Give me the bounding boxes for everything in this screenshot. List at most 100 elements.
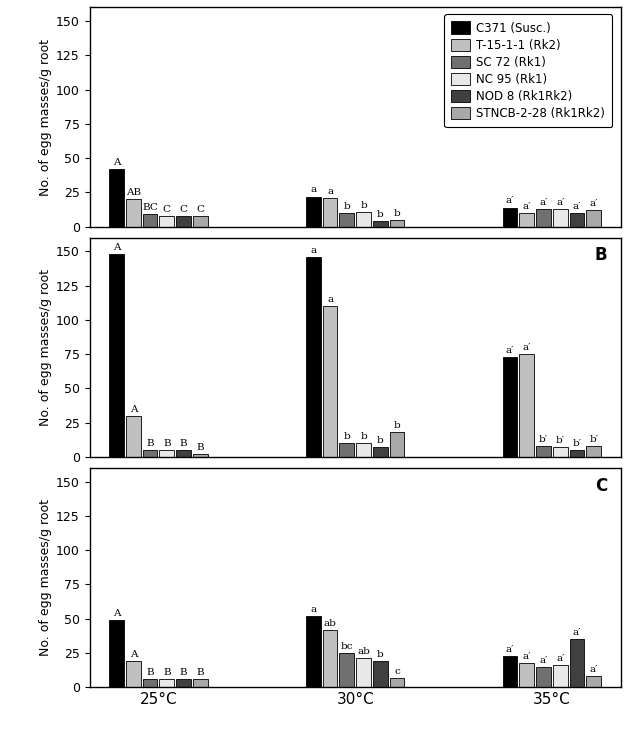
Text: ab: ab [324, 619, 337, 627]
Y-axis label: No. of egg masses/g root: No. of egg masses/g root [39, 499, 52, 656]
Bar [193, 679, 207, 687]
Text: b′: b′ [556, 436, 565, 446]
Bar [109, 169, 124, 227]
Bar [570, 639, 584, 687]
Text: a′: a′ [506, 644, 515, 654]
Bar [143, 450, 157, 457]
Bar [126, 661, 141, 687]
Text: C: C [180, 205, 188, 214]
Bar [126, 416, 141, 457]
Text: a′: a′ [540, 198, 548, 207]
Bar [193, 454, 207, 457]
Bar [503, 357, 518, 457]
Bar [306, 616, 321, 687]
Text: a: a [310, 185, 316, 194]
Bar [373, 447, 388, 457]
Bar [339, 443, 354, 457]
Text: a′: a′ [540, 655, 548, 664]
Text: b′: b′ [539, 435, 548, 444]
Legend: C371 (Susc.), T-15-1-1 (Rk2), SC 72 (Rk1), NC 95 (Rk1), NOD 8 (Rk1Rk2), STNCB-2-: C371 (Susc.), T-15-1-1 (Rk2), SC 72 (Rk1… [444, 14, 612, 127]
Text: B: B [163, 668, 171, 677]
Bar [570, 450, 584, 457]
Bar [390, 220, 404, 227]
Text: A: A [595, 16, 607, 34]
Text: c: c [394, 667, 400, 675]
Bar [109, 254, 124, 457]
Bar [373, 221, 388, 227]
Bar [536, 209, 551, 227]
Text: a′: a′ [506, 346, 515, 355]
Text: a′: a′ [523, 202, 531, 211]
Text: A: A [113, 243, 120, 252]
Text: b: b [344, 202, 350, 211]
Bar [570, 213, 584, 227]
Bar [176, 216, 191, 227]
Text: B: B [147, 439, 154, 448]
Text: b′: b′ [589, 435, 598, 444]
Text: B: B [196, 668, 204, 677]
Text: a′: a′ [523, 652, 531, 661]
Text: b: b [344, 432, 350, 441]
Bar [176, 450, 191, 457]
Text: b: b [394, 421, 401, 430]
Bar [553, 665, 568, 687]
Bar [520, 213, 534, 227]
Text: a′: a′ [556, 198, 564, 207]
Text: b: b [377, 436, 383, 446]
Text: a: a [310, 246, 316, 255]
Text: a: a [327, 187, 333, 196]
Bar [193, 216, 207, 227]
Bar [536, 446, 551, 457]
Text: b′: b′ [572, 439, 582, 448]
Bar [143, 679, 157, 687]
Text: A: A [130, 405, 137, 414]
Bar [339, 213, 354, 227]
Text: A: A [113, 609, 120, 618]
Text: b: b [394, 209, 401, 218]
Bar [586, 446, 601, 457]
Bar [356, 658, 371, 687]
Text: a′: a′ [506, 197, 515, 205]
Bar [176, 679, 191, 687]
Text: B: B [147, 668, 154, 677]
Text: a′: a′ [523, 343, 531, 352]
Text: b: b [360, 432, 367, 441]
Bar [339, 653, 354, 687]
Text: b: b [360, 200, 367, 210]
Text: A: A [113, 158, 120, 167]
Text: a: a [310, 605, 316, 614]
Bar [586, 211, 601, 227]
Bar [390, 432, 404, 457]
Bar [323, 630, 337, 687]
Text: C: C [196, 205, 204, 214]
Text: a′: a′ [589, 200, 598, 208]
Text: C: C [595, 477, 607, 494]
Bar [536, 667, 551, 687]
Text: a: a [327, 295, 333, 304]
Bar [159, 450, 174, 457]
Bar [126, 200, 141, 227]
Text: B: B [180, 439, 188, 448]
Text: ab: ab [357, 647, 370, 656]
Y-axis label: No. of egg masses/g root: No. of egg masses/g root [39, 269, 52, 426]
Text: b: b [377, 210, 383, 219]
Bar [159, 679, 174, 687]
Bar [553, 447, 568, 457]
Bar [306, 197, 321, 227]
Bar [323, 198, 337, 227]
Bar [159, 216, 174, 227]
Text: C: C [163, 205, 171, 214]
Text: a′: a′ [573, 202, 581, 211]
Text: A: A [130, 650, 137, 659]
Bar [520, 663, 534, 687]
Text: B: B [595, 246, 607, 265]
Bar [520, 354, 534, 457]
Bar [323, 306, 337, 457]
Bar [553, 209, 568, 227]
Bar [390, 678, 404, 687]
Bar [143, 214, 157, 227]
Bar [306, 257, 321, 457]
Y-axis label: No. of egg masses/g root: No. of egg masses/g root [39, 38, 52, 196]
Bar [373, 661, 388, 687]
Text: B: B [163, 439, 171, 448]
